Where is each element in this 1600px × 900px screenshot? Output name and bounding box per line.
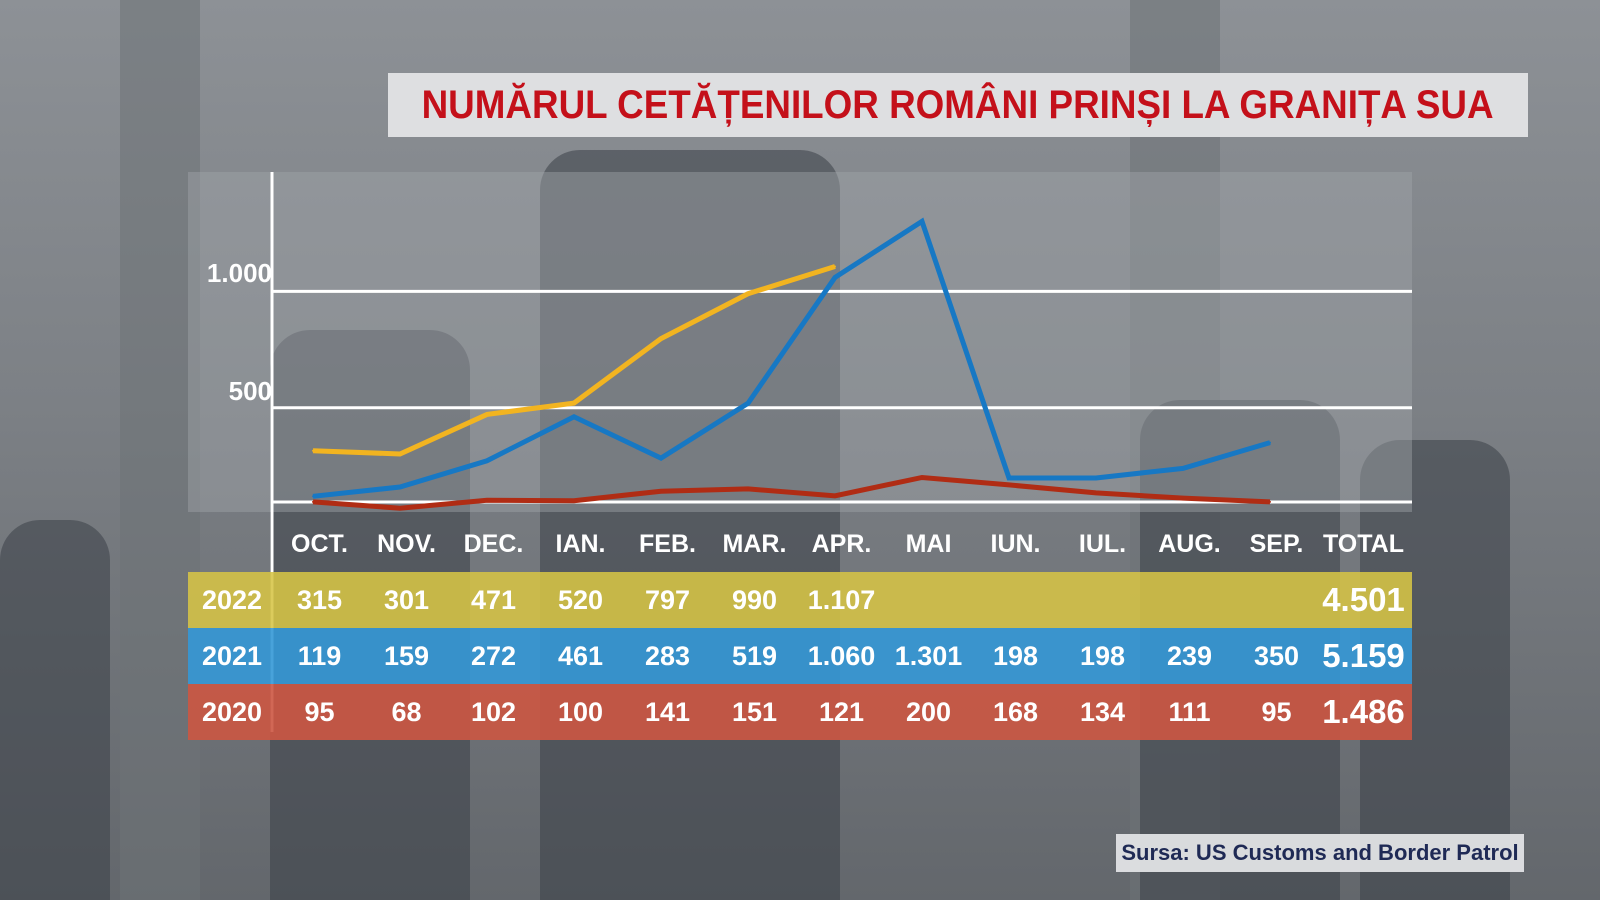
total-cell-2022: 4.501 — [1322, 581, 1405, 618]
table-cell: 1.107 — [807, 585, 876, 615]
data-point-2020-6 — [834, 494, 836, 497]
data-point-2022-4 — [660, 337, 662, 340]
table-cell: 68 — [391, 697, 422, 727]
table-cell: 1.301 — [894, 641, 963, 671]
data-point-2020-1 — [399, 507, 401, 510]
header-feb: FEB. — [639, 530, 696, 558]
line-chart — [270, 172, 1412, 732]
data-point-2020-7 — [921, 476, 923, 479]
data-point-2021-11 — [1269, 441, 1271, 444]
ytick-label-1000: 1.000 — [206, 258, 272, 288]
table-cell: 111 — [1168, 697, 1211, 727]
title-banner: NUMĂRUL CETĂȚENILOR ROMÂNI PRINȘI LA GRA… — [388, 73, 1528, 137]
table-cell: 95 — [1261, 697, 1292, 727]
data-point-2021-0 — [312, 495, 314, 498]
header-nov: NOV. — [377, 530, 436, 558]
year-label-2020: 2020 — [201, 697, 263, 727]
chart-title: NUMĂRUL CETĂȚENILOR ROMÂNI PRINȘI LA GRA… — [422, 82, 1494, 127]
data-point-2020-0 — [312, 500, 314, 503]
header-dec: DEC. — [463, 530, 524, 558]
header-apr: APR. — [811, 530, 872, 558]
table-cell: 102 — [470, 697, 517, 727]
table-cell: 283 — [644, 641, 691, 671]
table-cell: 159 — [383, 641, 430, 671]
header-aug: AUG. — [1158, 530, 1221, 558]
data-point-2021-10 — [1182, 467, 1184, 470]
source-caption: Sursa: US Customs and Border Patrol — [1116, 834, 1524, 872]
data-point-2020-10 — [1182, 497, 1184, 500]
data-point-2021-6 — [834, 276, 836, 279]
data-point-2020-11 — [1269, 500, 1271, 503]
table-cell: 519 — [731, 641, 778, 671]
data-point-2021-4 — [660, 457, 662, 460]
data-point-2021-5 — [747, 402, 749, 405]
data-point-2021-1 — [399, 486, 401, 489]
data-point-2022-6 — [834, 265, 836, 268]
total-cell-2020: 1.486 — [1322, 693, 1405, 730]
header-ian: IAN. — [555, 530, 606, 558]
data-point-2020-3 — [573, 499, 575, 502]
table-cell: 119 — [297, 641, 342, 671]
table-cell: 315 — [296, 585, 343, 615]
total-cell-2021: 5.159 — [1322, 637, 1405, 674]
table-cell: 100 — [557, 697, 604, 727]
header-iun: IUN. — [990, 530, 1041, 558]
header-mar: MAR. — [722, 530, 787, 558]
table-cell: 520 — [557, 585, 604, 615]
header-mai: MAI — [905, 530, 952, 558]
data-point-2020-9 — [1095, 491, 1097, 494]
table-cell: 239 — [1166, 641, 1213, 671]
table-cell: 301 — [383, 585, 430, 615]
data-point-2022-1 — [399, 452, 401, 455]
header-total: TOTAL — [1322, 530, 1404, 558]
table-cell: 95 — [304, 697, 335, 727]
table-cell: 151 — [731, 697, 778, 727]
table-cell: 461 — [557, 641, 604, 671]
table-cell: 141 — [644, 697, 691, 727]
table-row-2020: 2020 95 68 102 100 141 151 121 200 168 1… — [188, 684, 1412, 740]
series-line-2020 — [312, 474, 1271, 511]
series-line-2022 — [312, 264, 836, 457]
data-point-2022-2 — [486, 413, 488, 416]
table-cell — [972, 572, 1059, 628]
data-point-2021-9 — [1095, 476, 1097, 479]
table-cell — [885, 572, 972, 628]
data-point-2021-8 — [1008, 476, 1010, 479]
year-label-2021: 2021 — [201, 641, 263, 671]
data-point-2022-0 — [312, 449, 314, 452]
table-cell: 350 — [1253, 641, 1300, 671]
table-cell: 1.060 — [807, 641, 876, 671]
table-cell: 200 — [905, 697, 952, 727]
header-oct: OCT. — [291, 530, 348, 558]
table-cell: 168 — [992, 697, 1039, 727]
ytick-label-500: 500 — [228, 376, 272, 406]
table-cell: 198 — [992, 641, 1039, 671]
table-cell: 471 — [470, 585, 517, 615]
table-row-2021: 2021 119 159 272 461 283 519 1.060 1.301… — [188, 628, 1412, 684]
data-point-2020-4 — [660, 490, 662, 493]
table-cell — [1146, 572, 1233, 628]
table-cell: 134 — [1079, 697, 1126, 727]
data-point-2022-3 — [573, 402, 575, 405]
data-point-2022-5 — [747, 292, 749, 295]
table-row-2022: 2022 315 301 471 520 797 990 1.107 4.501 — [188, 572, 1412, 628]
header-sep: SEP. — [1249, 530, 1304, 558]
data-point-2021-7 — [921, 220, 923, 223]
data-point-2020-5 — [747, 487, 749, 490]
table-cell: 797 — [644, 585, 691, 615]
table-cell — [1233, 572, 1320, 628]
header-iul: IUL. — [1078, 530, 1127, 558]
data-point-2020-2 — [486, 499, 488, 502]
table-cell: 272 — [470, 641, 517, 671]
year-label-2022: 2022 — [201, 585, 263, 615]
series-line-2021 — [312, 217, 1271, 499]
data-point-2021-2 — [486, 459, 488, 462]
table-cell: 121 — [818, 697, 865, 727]
data-point-2021-3 — [573, 415, 575, 418]
table-cell: 990 — [731, 585, 778, 615]
table-cell — [1059, 572, 1146, 628]
data-point-2020-8 — [1008, 483, 1010, 486]
table-cell: 198 — [1079, 641, 1126, 671]
